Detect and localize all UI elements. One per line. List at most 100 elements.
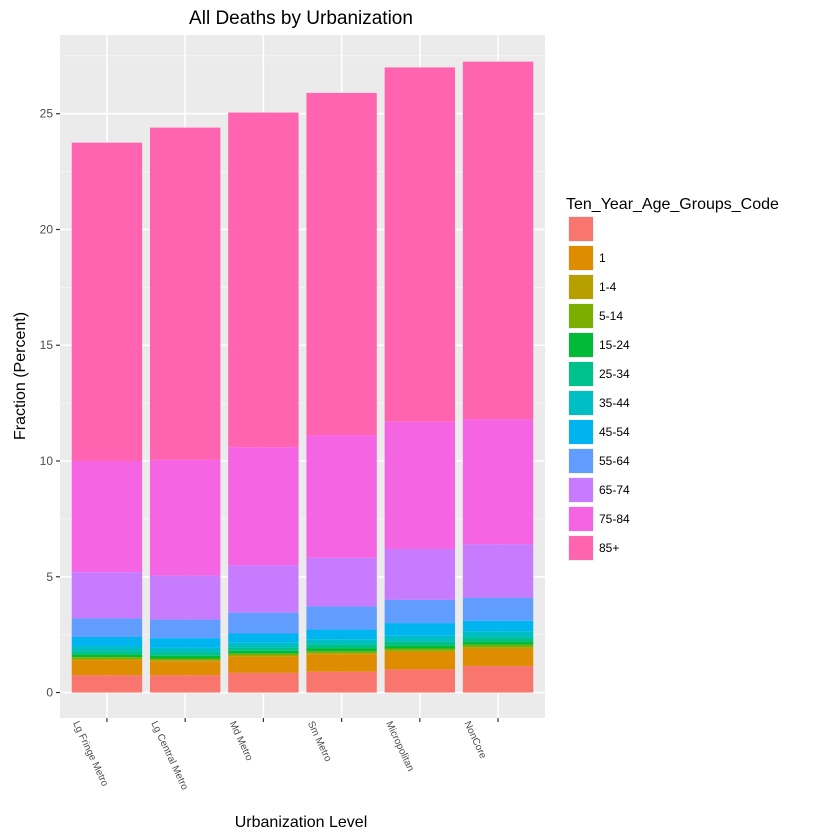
y-tick-label: 15	[40, 338, 54, 352]
bar-segment	[228, 656, 299, 673]
bar-segment	[149, 619, 221, 639]
bar-segment	[71, 651, 143, 655]
bar-segment	[384, 650, 456, 653]
x-axis: Lg Fringe Metro Lg Central Metro Md Metro S…	[70, 718, 499, 793]
bar-segment	[228, 633, 299, 643]
bar-segment	[228, 647, 299, 651]
bar-segment	[462, 620, 534, 632]
bar-segment	[462, 647, 534, 649]
bar-segment	[306, 651, 377, 654]
bar-segment	[384, 421, 456, 549]
x-tick-label: Lg Fringe Metro	[70, 720, 110, 789]
legend-swatch	[569, 333, 593, 357]
bar-segment	[149, 658, 221, 661]
bar-segment	[149, 575, 221, 620]
legend-label: 65-74	[599, 483, 630, 497]
legend-label: 1	[599, 251, 606, 265]
bar-segment	[384, 641, 456, 646]
bar-segment	[306, 557, 377, 607]
legend-label: 15-24	[599, 338, 630, 352]
legend-label: 85+	[599, 541, 619, 555]
bar-segment	[149, 652, 221, 656]
legend-label: 5-14	[599, 309, 623, 323]
bar-segment	[228, 112, 299, 448]
legend-swatch	[569, 304, 593, 328]
legend-label: 35-44	[599, 396, 630, 410]
y-tick-label: 10	[40, 454, 54, 468]
bar-segment	[384, 645, 456, 649]
bar-segment	[462, 544, 534, 598]
y-tick-label: 0	[46, 686, 53, 700]
legend-label: 45-54	[599, 425, 630, 439]
bar-segment	[71, 618, 143, 637]
bar-segment	[71, 658, 143, 661]
bar-segment	[228, 565, 299, 613]
bar-segment	[228, 642, 299, 648]
legend-swatch	[569, 275, 593, 299]
bar-segment	[306, 644, 377, 649]
bar-segment	[384, 635, 456, 642]
bar-segment	[384, 648, 456, 651]
bar-segment	[462, 597, 534, 621]
x-tick-label: Md Metro	[227, 720, 255, 763]
bar-segment	[306, 606, 377, 630]
legend-swatch	[569, 391, 593, 415]
bar-segment	[306, 654, 377, 672]
bar-segment	[462, 419, 534, 545]
legend-swatch	[569, 362, 593, 386]
bar-segment	[71, 657, 143, 659]
bar-segment	[71, 675, 143, 693]
bar-segment	[306, 653, 377, 655]
bar-segment	[228, 655, 299, 657]
bar-segment	[71, 654, 143, 658]
bar-segment	[306, 629, 377, 640]
y-tick-label: 5	[46, 570, 53, 584]
bar-segment	[306, 435, 377, 558]
bar-segment	[462, 648, 534, 666]
x-tick-label: Micropolitan	[383, 720, 416, 774]
bar-segment	[71, 646, 143, 652]
legend-label: 55-64	[599, 454, 630, 468]
bar-segment	[462, 631, 534, 638]
y-tick-label: 25	[40, 107, 54, 121]
bar-segment	[149, 661, 221, 676]
legend-swatch	[569, 478, 593, 502]
bar-segment	[306, 92, 377, 436]
bar-segment	[149, 655, 221, 659]
legend: Ten_Year_Age_Groups_Code 1 1-4 5-14 15-24 25…	[566, 196, 779, 561]
legend-items: 1 1-4 5-14 15-24 25-34 35-44 45-54 55-64 65-74 75…	[568, 216, 630, 561]
bar-segment	[149, 638, 221, 648]
bar-segment	[228, 672, 299, 693]
y-axis-title: Fraction (Percent)	[12, 312, 29, 440]
bar-segment	[384, 67, 456, 422]
bar-segment	[462, 665, 534, 693]
bar-segment	[384, 652, 456, 670]
bars	[71, 61, 534, 693]
x-tick-label: Sm Metro	[305, 720, 333, 764]
legend-swatch	[569, 449, 593, 473]
bar-segment	[462, 637, 534, 642]
legend-label: 75-84	[599, 512, 630, 526]
bar-segment	[149, 660, 221, 662]
bar-segment	[71, 142, 143, 462]
legend-swatch	[569, 536, 593, 560]
bar-segment	[306, 639, 377, 645]
bar-segment	[384, 548, 456, 600]
x-tick-label: Lg Central Metro	[148, 720, 190, 793]
legend-swatch	[569, 217, 593, 241]
legend-label: 1-4	[599, 280, 617, 294]
bar-segment	[384, 599, 456, 624]
x-tick-label: NonCore	[461, 720, 488, 761]
y-tick-label: 20	[40, 222, 54, 236]
bar-segment	[71, 660, 143, 676]
bar-segment	[462, 641, 534, 645]
bar-segment	[306, 671, 377, 693]
bar-segment	[228, 447, 299, 566]
legend-label: 25-34	[599, 367, 630, 381]
x-axis-title: Urbanization Level	[235, 814, 368, 831]
chart-title: All Deaths by Urbanization	[189, 8, 413, 29]
bar-segment	[462, 644, 534, 648]
bar-segment	[149, 459, 221, 576]
bar-segment	[384, 669, 456, 693]
